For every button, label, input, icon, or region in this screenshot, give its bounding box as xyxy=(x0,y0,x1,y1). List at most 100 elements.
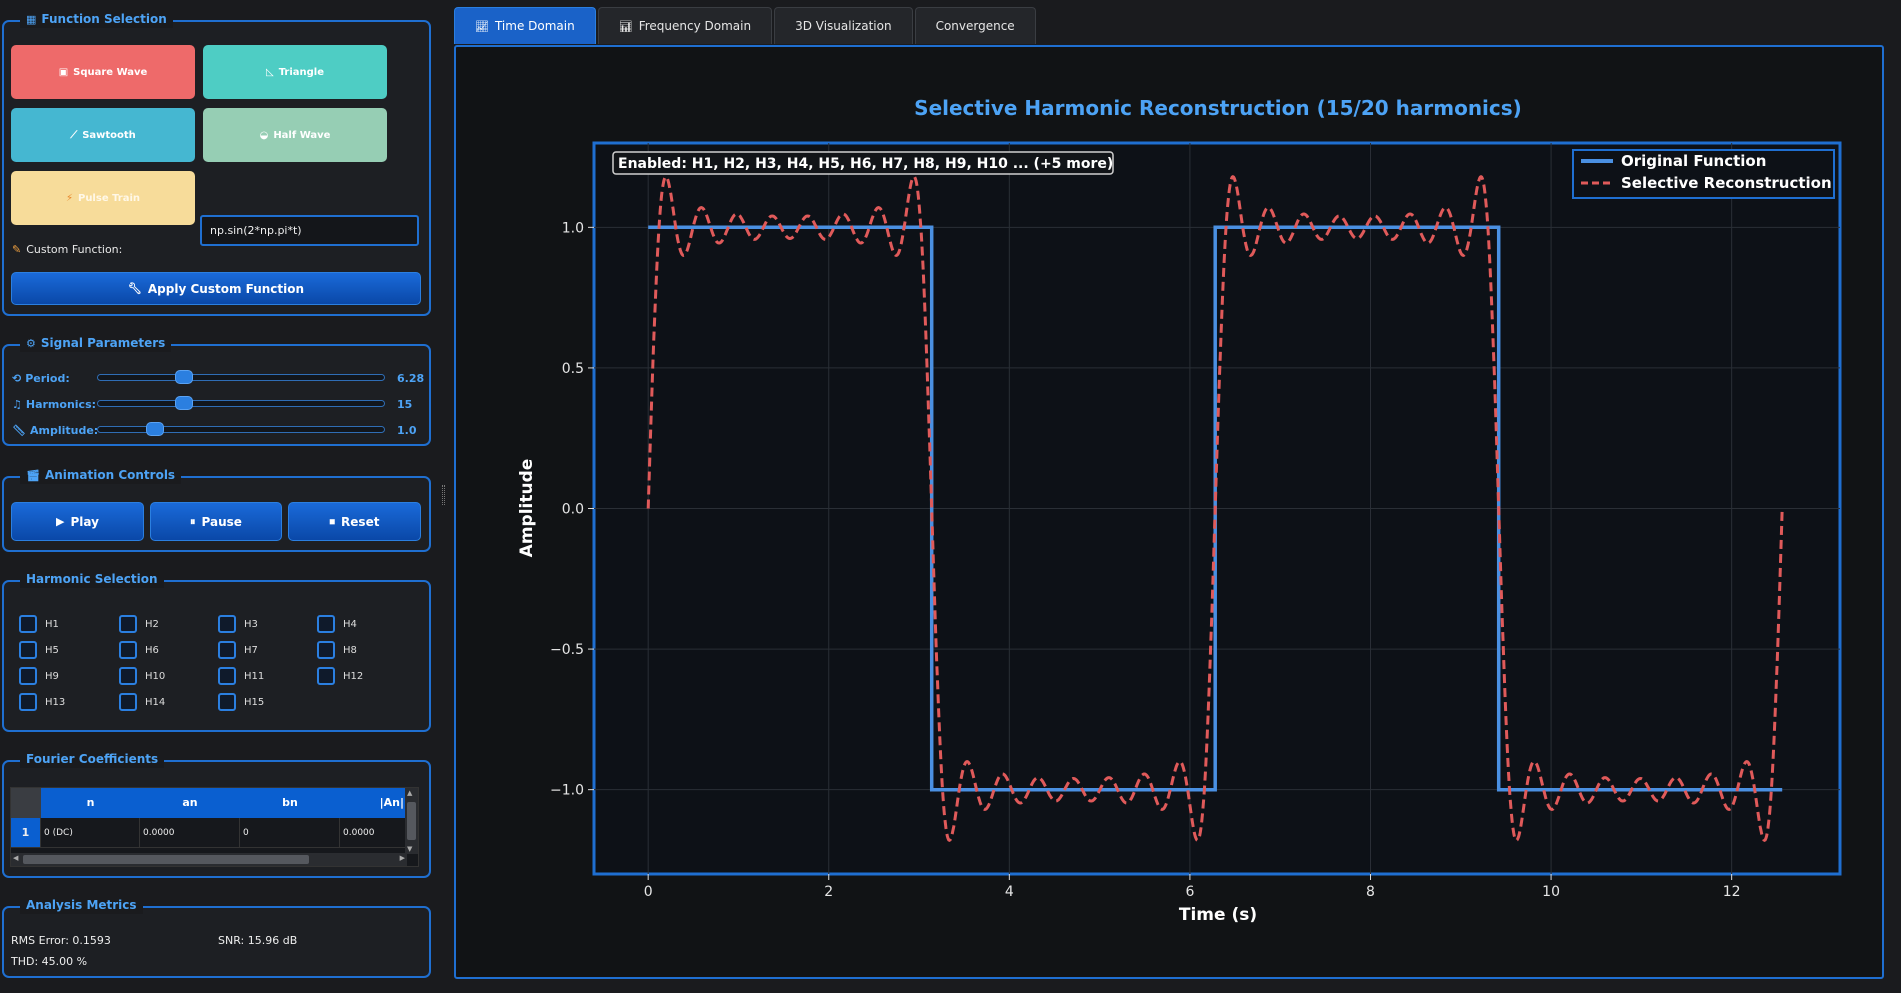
x-tick-label: 6 xyxy=(1185,884,1194,900)
signal-parameters-title: ⚙ Signal Parameters xyxy=(20,334,172,352)
checkbox-label: H6 xyxy=(145,644,159,656)
reset-button[interactable]: ⏹︎ Reset xyxy=(288,502,421,541)
checkbox-box[interactable] xyxy=(19,615,37,633)
checkbox-box[interactable] xyxy=(218,667,236,685)
harmonic-selection-group: Harmonic Selection xyxy=(2,570,431,732)
checkbox-label: H9 xyxy=(45,670,59,682)
x-tick-label: 4 xyxy=(1005,884,1014,900)
checkbox-box[interactable] xyxy=(119,667,137,685)
checkbox-box[interactable] xyxy=(317,641,335,659)
grid-lines xyxy=(594,143,1840,874)
table-cell: 0 xyxy=(240,818,340,848)
square-wave-button[interactable]: ▣ Square Wave xyxy=(11,45,195,99)
x-tick-label: 8 xyxy=(1366,884,1375,900)
period-slider[interactable] xyxy=(97,370,385,384)
harmonic-checkbox-h3[interactable]: H3 xyxy=(218,615,258,633)
music-note-icon: ♫ xyxy=(12,398,22,411)
tab-3d-visualization[interactable]: 3D Visualization xyxy=(774,7,913,44)
scroll-left-icon[interactable]: ◀ xyxy=(13,854,19,862)
checkbox-box[interactable] xyxy=(19,667,37,685)
scroll-up-icon[interactable]: ▲ xyxy=(407,789,413,797)
chart-title: Selective Harmonic Reconstruction (15/20… xyxy=(914,96,1522,120)
sawtooth-button[interactable]: ⟋ Sawtooth xyxy=(11,108,195,162)
harmonic-checkbox-h10[interactable]: H10 xyxy=(119,667,165,685)
time-domain-chart[interactable]: Selective Harmonic Reconstruction (15/20… xyxy=(456,47,1882,977)
harmonics-slider[interactable] xyxy=(97,396,385,410)
analysis-metrics-group: Analysis Metrics xyxy=(2,896,431,978)
table-row[interactable]: 1 0 (DC) 0.0000 0 0.0000 xyxy=(11,818,407,848)
tab-time-domain[interactable]: 📈︎ Time Domain xyxy=(454,7,596,44)
harmonic-checkbox-h6[interactable]: H6 xyxy=(119,641,159,659)
checkbox-box[interactable] xyxy=(119,615,137,633)
harmonic-checkbox-h15[interactable]: H15 xyxy=(218,693,264,711)
amplitude-slider[interactable] xyxy=(97,422,385,436)
column-header-n[interactable]: n xyxy=(86,796,95,809)
harmonic-checkbox-h1[interactable]: H1 xyxy=(19,615,59,633)
harmonic-checkbox-h9[interactable]: H9 xyxy=(19,667,59,685)
play-button[interactable]: ▶ Play xyxy=(11,502,144,541)
axis-ticks: 0 2 4 6 8 10 12 1.0 0.5 0.0 −0.5 −1.0 xyxy=(550,220,1741,900)
harmonic-checkbox-h8[interactable]: H8 xyxy=(317,641,357,659)
checkbox-label: H12 xyxy=(343,670,364,682)
checkbox-box[interactable] xyxy=(218,693,236,711)
half-wave-icon: ◒ xyxy=(259,129,269,141)
checkbox-label: H2 xyxy=(145,618,159,630)
pulse-train-button[interactable]: ⚡ Pulse Train xyxy=(11,171,195,225)
checkbox-box[interactable] xyxy=(218,641,236,659)
half-wave-button[interactable]: ◒ Half Wave xyxy=(203,108,387,162)
x-tick-label: 12 xyxy=(1723,884,1741,900)
harmonic-checkbox-h14[interactable]: H14 xyxy=(119,693,165,711)
column-header-bn[interactable]: bn xyxy=(282,796,298,809)
harmonic-checkbox-h5[interactable]: H5 xyxy=(19,641,59,659)
y-tick-label: 0.0 xyxy=(562,502,584,518)
checkbox-box[interactable] xyxy=(218,615,236,633)
custom-function-input[interactable]: np.sin(2*np.pi*t) xyxy=(200,215,419,246)
tab-convergence[interactable]: Convergence xyxy=(914,7,1036,44)
custom-function-label: ✎ Custom Function: xyxy=(12,243,123,256)
scroll-down-icon[interactable]: ▼ xyxy=(407,845,413,853)
analysis-metrics-title: Analysis Metrics xyxy=(20,896,143,914)
harmonics-slider-handle[interactable] xyxy=(174,396,193,410)
gear-icon: ⚙ xyxy=(26,337,36,350)
horizontal-scrollbar[interactable]: ◀ ▶ xyxy=(11,853,407,866)
pause-button[interactable]: ⏸︎ Pause xyxy=(150,502,282,541)
vertical-scroll-thumb[interactable] xyxy=(407,802,416,840)
harmonic-checkbox-h13[interactable]: H13 xyxy=(19,693,65,711)
triangle-ruler-icon: ◺ xyxy=(265,66,274,78)
column-header-an[interactable]: an xyxy=(182,796,198,809)
amplitude-slider-handle[interactable] xyxy=(146,422,165,436)
scroll-right-icon[interactable]: ▶ xyxy=(399,854,405,862)
vertical-scrollbar[interactable]: ▲ ▼ xyxy=(405,788,418,854)
repeat-icon: ⟲ xyxy=(12,372,22,385)
checkbox-box[interactable] xyxy=(119,693,137,711)
harmonic-checkbox-h4[interactable]: H4 xyxy=(317,615,357,633)
amplitude-label: 📏︎ Amplitude: xyxy=(12,424,99,437)
play-icon: ▶ xyxy=(56,515,65,528)
thd-text: THD: 45.00 % xyxy=(11,955,88,968)
triangle-button[interactable]: ◺ Triangle xyxy=(203,45,387,99)
checkbox-box[interactable] xyxy=(317,667,335,685)
checkbox-box[interactable] xyxy=(317,615,335,633)
horizontal-scroll-thumb[interactable] xyxy=(23,855,309,864)
harmonic-checkbox-h2[interactable]: H2 xyxy=(119,615,159,633)
line-chart-icon: 📈︎ xyxy=(475,20,489,33)
y-tick-label: 1.0 xyxy=(562,220,584,236)
tab-frequency-domain[interactable]: 📊︎ Frequency Domain xyxy=(597,7,773,44)
harmonic-checkbox-h11[interactable]: H11 xyxy=(218,667,264,685)
clapperboard-icon: 🎬︎ xyxy=(26,469,40,482)
period-label: ⟲ Period: xyxy=(12,372,70,385)
period-value: 6.28 xyxy=(397,372,425,385)
harmonic-checkbox-h7[interactable]: H7 xyxy=(218,641,258,659)
fourier-coefficients-title: Fourier Coefficients xyxy=(20,750,165,768)
bar-chart-icon: 📊︎ xyxy=(618,20,633,33)
harmonic-checkbox-h12[interactable]: H12 xyxy=(317,667,363,685)
checkbox-box[interactable] xyxy=(119,641,137,659)
checkbox-box[interactable] xyxy=(19,693,37,711)
panel-splitter-handle[interactable] xyxy=(442,485,445,505)
apply-custom-function-button[interactable]: 🔧︎ Apply Custom Function xyxy=(11,272,421,305)
column-header-magnitude[interactable]: |An| xyxy=(379,796,404,809)
legend-label-original: Original Function xyxy=(1621,152,1766,170)
checkbox-box[interactable] xyxy=(19,641,37,659)
period-slider-handle[interactable] xyxy=(174,370,193,384)
coefficients-table[interactable]: n an bn |An| 1 0 (DC) 0.0000 0 0.0000 ▲ … xyxy=(10,787,419,867)
